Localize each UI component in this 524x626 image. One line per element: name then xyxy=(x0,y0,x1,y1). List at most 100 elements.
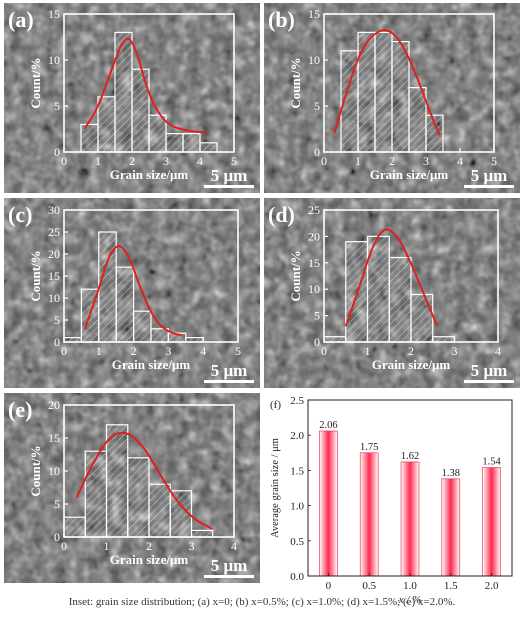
histogram-bar xyxy=(165,133,184,153)
x-tick-label: 4 xyxy=(197,154,203,168)
inset-axes-frame xyxy=(323,13,495,153)
x-tick-label: 4 xyxy=(495,344,501,358)
x-tick-label: 3 xyxy=(163,154,169,168)
scale-bar-label: 5 μm xyxy=(471,166,508,185)
fit-curve xyxy=(75,431,214,530)
histogram-bar xyxy=(131,68,150,153)
histogram-bar xyxy=(115,266,135,343)
bar-value-label: 1.62 xyxy=(401,451,419,462)
y-tick-label: 0.5 xyxy=(290,536,304,548)
scale-bar-line xyxy=(464,380,514,383)
scale-bar-line xyxy=(464,185,514,188)
panel-label: (c) xyxy=(8,202,32,227)
y-tick-label: 10 xyxy=(308,53,320,67)
panel-label: (b) xyxy=(268,7,295,32)
y-tick-label: 10 xyxy=(48,291,60,305)
x-tick-label: 5 xyxy=(231,154,237,168)
y-tick-label: 30 xyxy=(48,203,60,217)
x-tick-label: 0 xyxy=(61,154,67,168)
x-tick-label: 4 xyxy=(231,539,237,553)
x-tick-label: 1 xyxy=(104,539,110,553)
x-tick-label: 0 xyxy=(321,344,327,358)
x-tick-label: 0.5 xyxy=(362,580,376,592)
histogram-bar xyxy=(190,529,214,538)
fit-curve xyxy=(83,245,183,337)
y-tick-label: 1.0 xyxy=(290,501,304,513)
x-tick-label: 0 xyxy=(61,344,67,358)
scale-bar-line xyxy=(204,575,254,578)
fit-curve xyxy=(83,37,207,134)
x-tick-label: 5 xyxy=(235,344,241,358)
y-tick-label: 5 xyxy=(314,309,320,323)
panel-f-chart: (f) 2.06 0 1.75 0.5 1.62 1.0 1.38 1.5 1.54 2.0 0.0 0… xyxy=(270,395,513,606)
y-axis-label: Count/% xyxy=(288,57,303,108)
histogram-bar xyxy=(199,142,218,153)
x-tick-label: 4 xyxy=(200,344,206,358)
y-tick-label: 5 xyxy=(54,313,60,327)
scale-bar-line xyxy=(204,185,254,188)
panel-label: (a) xyxy=(8,7,34,32)
inset-axes-frame xyxy=(63,13,235,153)
histogram-bar xyxy=(63,516,86,538)
histogram-bar xyxy=(150,328,169,343)
y-tick-label: 15 xyxy=(48,269,60,283)
x-tick-label: 2 xyxy=(389,154,395,168)
histogram-bar xyxy=(410,293,434,343)
x-axis-label: Grain size/μm xyxy=(112,357,191,372)
y-tick-label: 10 xyxy=(48,464,60,478)
histogram-bar xyxy=(133,310,152,343)
average-grain-bar xyxy=(319,430,338,577)
y-tick-label: 20 xyxy=(48,247,60,261)
y-tick-label: 0 xyxy=(314,335,320,349)
x-axis-label: Grain size/μm xyxy=(110,552,189,567)
y-axis-label: Count/% xyxy=(28,57,43,108)
y-tick-label: 20 xyxy=(48,398,60,412)
x-tick-label: 2 xyxy=(408,344,414,358)
y-tick-label: 0 xyxy=(314,145,320,159)
histogram-bar xyxy=(114,31,133,153)
y-axis-label: Average grain size / μm xyxy=(270,438,281,538)
scale-bar-label: 5 μm xyxy=(471,361,508,380)
x-tick-label: 1 xyxy=(95,154,101,168)
x-axis-label: Grain size/μm xyxy=(370,167,449,182)
y-tick-label: 15 xyxy=(308,7,320,21)
x-tick-label: 3 xyxy=(423,154,429,168)
scale-bar-line xyxy=(204,380,254,383)
y-tick-label: 0 xyxy=(54,145,60,159)
y-tick-label: 10 xyxy=(308,282,320,296)
y-tick-label: 0.0 xyxy=(290,571,304,583)
y-tick-label: 25 xyxy=(48,225,60,239)
x-axis-label: Grain size/μm xyxy=(110,167,189,182)
histogram-bar xyxy=(80,123,99,153)
histogram-bar xyxy=(84,450,108,538)
histogram-bar xyxy=(345,241,369,343)
fit-curve xyxy=(333,29,441,136)
x-tick-label: 2.0 xyxy=(485,580,499,592)
sem-panel-a: (a) 5 μm 0 1 2 3 4 5 0 5 10 15 Grain size/μm Count/% xyxy=(4,3,260,193)
x-tick-label: 3 xyxy=(452,344,458,358)
histogram-bar xyxy=(97,96,116,153)
y-tick-label: 25 xyxy=(308,203,320,217)
y-tick-label: 5 xyxy=(54,497,60,511)
y-tick-label: 5 xyxy=(54,99,60,113)
x-tick-label: 2 xyxy=(129,154,135,168)
y-tick-label: 15 xyxy=(48,7,60,21)
axes-frame xyxy=(307,399,513,577)
y-axis-label: Count/% xyxy=(28,445,43,496)
panel-label: (d) xyxy=(268,202,295,227)
histogram-bar xyxy=(127,457,150,538)
scale-bar-label: 5 μm xyxy=(211,166,248,185)
bar-value-label: 1.54 xyxy=(482,457,501,468)
bar-value-label: 1.38 xyxy=(442,468,460,479)
panel-label: (f) xyxy=(270,399,281,411)
average-grain-bar xyxy=(441,478,461,577)
y-tick-label: 15 xyxy=(48,431,60,445)
y-axis-label: Count/% xyxy=(288,250,303,301)
x-tick-label: 1 xyxy=(355,154,361,168)
x-tick-label: 1 xyxy=(365,344,371,358)
x-tick-label: 3 xyxy=(165,344,171,358)
bar-value-label: 2.06 xyxy=(319,420,337,431)
x-tick-label: 0 xyxy=(321,154,327,168)
x-tick-label: 0 xyxy=(326,580,332,592)
